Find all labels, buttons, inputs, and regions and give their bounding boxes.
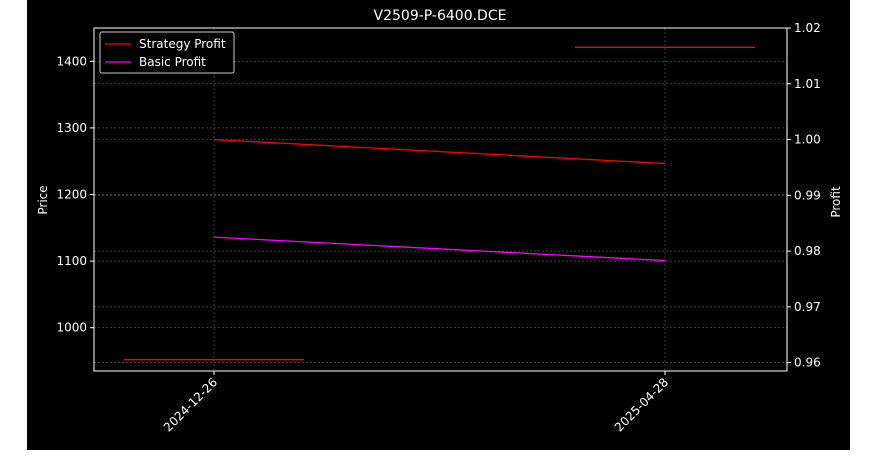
- legend-label-strategy: Strategy Profit: [139, 37, 226, 51]
- legend-label-basic: Basic Profit: [139, 55, 206, 69]
- plot-frame: [93, 27, 788, 372]
- left-tick-label: 1100: [56, 254, 87, 268]
- right-tick-label: 0.97: [794, 300, 821, 314]
- right-axis-label: Profit: [829, 186, 843, 218]
- plot-lines: [124, 46, 755, 361]
- chart-title: V2509-P-6400.DCE: [374, 8, 507, 24]
- legend: Strategy Profit Basic Profit: [99, 31, 235, 74]
- series-line: [213, 138, 666, 165]
- x-axis: 2024-12-26 2025-04-28: [161, 371, 671, 434]
- x-tick-label: 2025-04-28: [612, 375, 671, 434]
- right-tick-label: 1.01: [794, 77, 821, 91]
- right-axis: 0.96 0.97 0.98 0.99 1.00 1.01 1.02: [787, 21, 821, 370]
- right-tick-label: 1.02: [794, 21, 821, 35]
- right-tick-label: 0.99: [794, 188, 821, 202]
- left-axis: 1000 1100 1200 1300 1400: [56, 54, 94, 335]
- right-tick-label: 0.98: [794, 244, 821, 258]
- left-tick-label: 1000: [56, 321, 87, 335]
- chart-svg: V2509-P-6400.DCE 1000 1100 1200 1300 1400 0.…: [36, 8, 843, 434]
- series-line: [213, 236, 666, 262]
- left-tick-label: 1200: [56, 188, 87, 202]
- left-tick-label: 1400: [56, 54, 87, 68]
- grid: [94, 27, 787, 371]
- x-tick-label: 2024-12-26: [161, 375, 220, 434]
- right-tick-label: 1.00: [794, 133, 821, 147]
- left-axis-label: Price: [36, 185, 50, 214]
- legend-box: [99, 31, 235, 74]
- right-tick-label: 0.96: [794, 356, 821, 370]
- left-tick-label: 1300: [56, 121, 87, 135]
- chart-figure: V2509-P-6400.DCE 1000 1100 1200 1300 1400 0.…: [27, 0, 850, 450]
